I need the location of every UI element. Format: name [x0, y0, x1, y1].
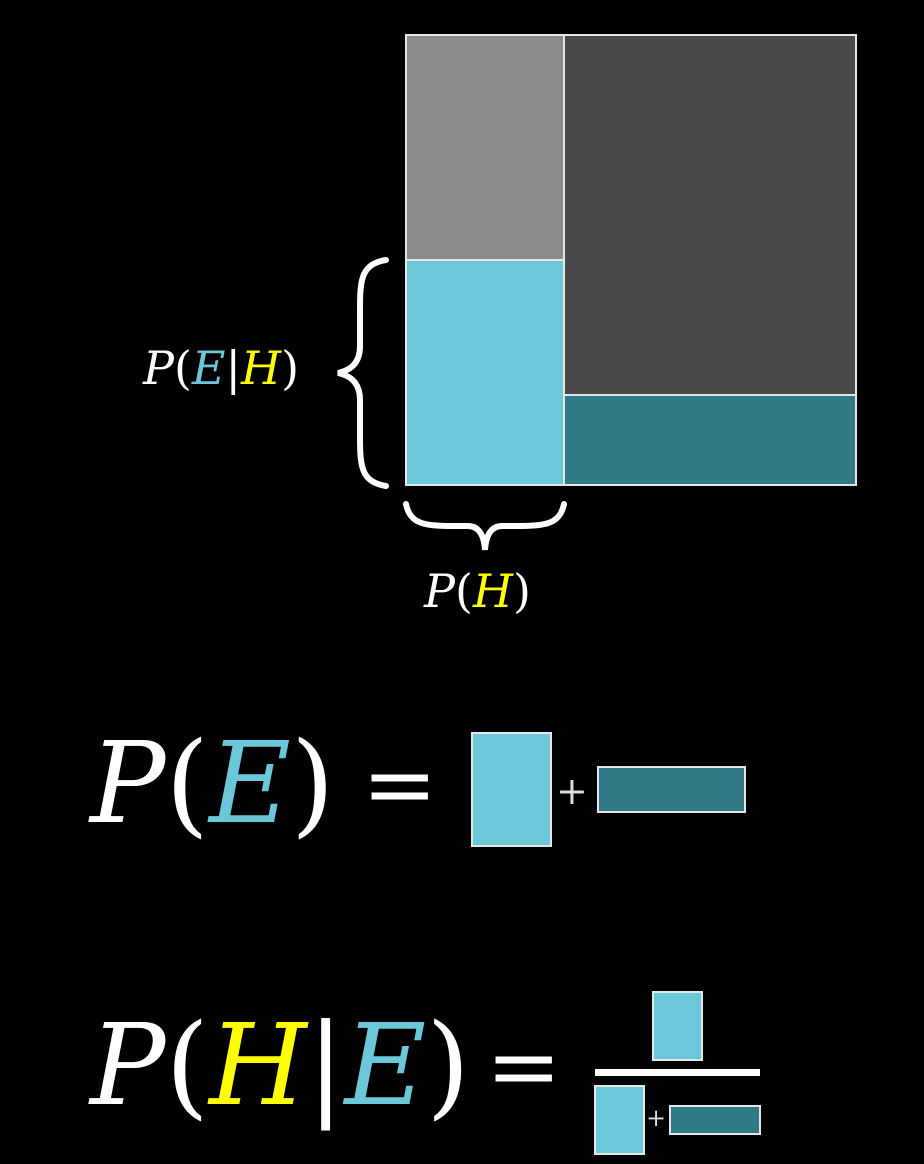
eq-p: P [90, 1001, 166, 1131]
denominator-teal-rect [669, 1105, 761, 1135]
denominator-cyan-rect [594, 1085, 645, 1155]
fraction-bar [595, 1069, 760, 1076]
label-h: H [472, 564, 514, 618]
eq-open-paren: ( [165, 719, 210, 849]
label-open-paren: ( [173, 341, 192, 395]
eq-open-paren: ( [165, 1001, 210, 1131]
eq-close-paren: ) [290, 719, 335, 849]
label-p: P [143, 341, 174, 395]
label-bar: | [225, 341, 242, 395]
label-h: H [241, 341, 282, 395]
eq1-cyan-rect [471, 732, 552, 847]
equation-p-e-plus: + [556, 769, 588, 813]
equation-p-e-lhs: P(E) [90, 728, 335, 840]
region-h-and-e [405, 259, 565, 486]
label-open-paren: ( [454, 564, 473, 618]
label-close-paren: ) [513, 564, 531, 618]
equation-p-h-given-e-equals: = [486, 1014, 562, 1119]
eq1-teal-rect [597, 766, 746, 813]
eq-e: E [209, 719, 291, 849]
equation-p-h-given-e-lhs: P(H|E) [90, 1010, 470, 1122]
eq-e: E [344, 1001, 427, 1131]
equation-p-e-equals: = [362, 732, 438, 837]
region-h-not-e [405, 34, 565, 261]
label-p-h: P(H) [424, 568, 531, 614]
label-close-paren: ) [281, 341, 300, 395]
region-not-h-not-e [563, 34, 857, 396]
label-p-e-given-h: P(E|H) [143, 345, 299, 391]
eq-close-paren: ) [426, 1001, 470, 1131]
label-p: P [424, 564, 455, 618]
denominator-plus: + [646, 1104, 667, 1132]
label-e: E [191, 341, 226, 395]
eq-bar: | [306, 1001, 345, 1131]
eq-h: H [209, 1001, 307, 1131]
region-not-h-and-e [563, 394, 857, 486]
eq-p: P [90, 719, 166, 849]
left-brace-icon [337, 257, 389, 489]
numerator-cyan-rect [652, 991, 703, 1061]
bottom-brace-icon [403, 501, 567, 551]
